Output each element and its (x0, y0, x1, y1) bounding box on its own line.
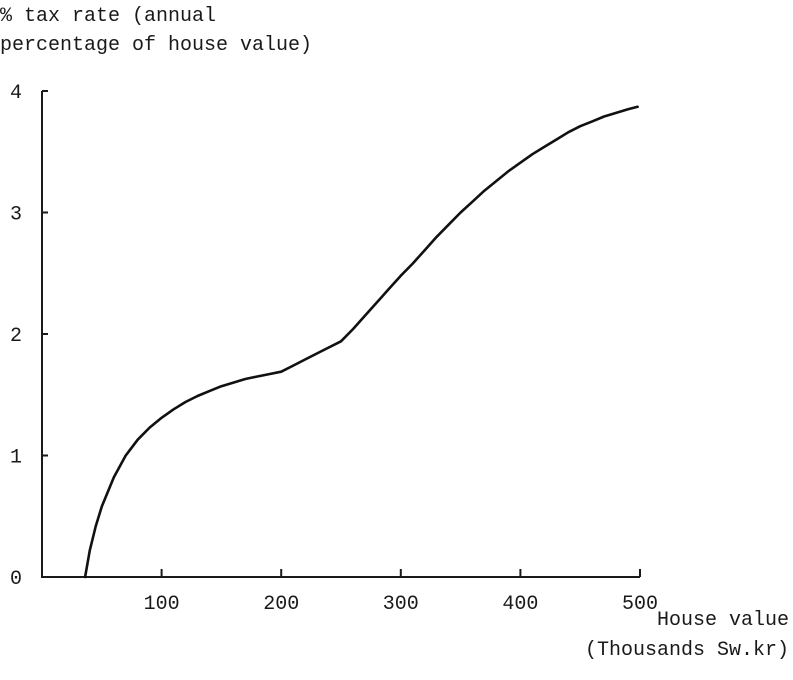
y-axis-title-line-1: % tax rate (annual (0, 5, 216, 28)
y-tick-label-3: 3 (10, 204, 22, 227)
x-tick-label-100: 100 (144, 593, 180, 616)
y-tick-label-1: 1 (10, 447, 22, 470)
y-ticks: 0 1 2 3 4 (10, 82, 48, 591)
x-axis-title-line-2: (Thousands Sw.kr) (585, 639, 789, 662)
x-axis-title: House value (Thousands Sw.kr) (585, 609, 789, 662)
x-tick-label-200: 200 (263, 593, 299, 616)
y-tick-label-2: 2 (10, 325, 22, 348)
series-line-tax-rate (83, 105, 639, 579)
y-axis-title-line-2: percentage of house value) (0, 34, 312, 57)
y-axis-title: % tax rate (annual percentage of house v… (0, 5, 312, 57)
x-tick-label-300: 300 (383, 593, 419, 616)
x-axis-title-line-1: House value (657, 609, 789, 632)
y-tick-label-4: 4 (10, 82, 22, 105)
x-ticks: 100 200 300 400 500 (144, 569, 658, 616)
x-tick-label-400: 400 (502, 593, 538, 616)
x-tick-label-500: 500 (622, 593, 658, 616)
y-tick-label-0: 0 (10, 568, 22, 591)
